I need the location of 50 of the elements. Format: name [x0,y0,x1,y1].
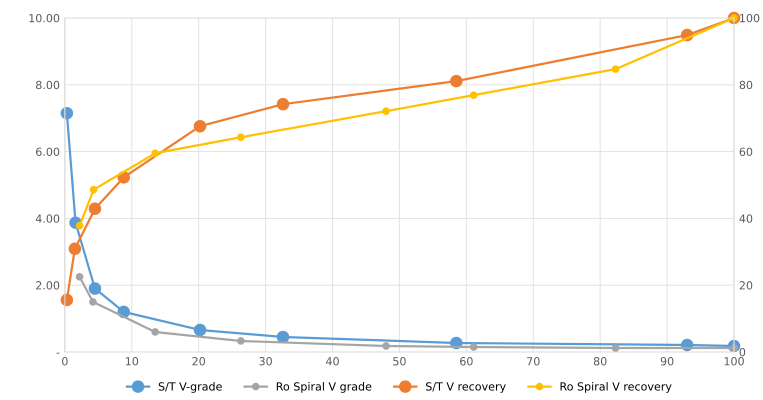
point [88,282,102,295]
y2-tick-label: 20 [740,281,752,290]
x-tick-label: 40 [326,357,339,366]
point [612,344,620,352]
point [89,298,97,306]
y2-tick-label: 60 [740,148,752,156]
y-tick-label: - [56,352,60,354]
legend-label: Ro Spiral V recovery [560,382,672,393]
point [194,324,206,336]
point [151,328,160,336]
point [382,342,390,350]
point [382,107,390,116]
y2-tick-label: 0 [740,348,746,356]
x-tick-label: 80 [594,357,607,366]
point [470,91,478,99]
x-tick-label: 30 [259,357,272,366]
point [450,74,463,88]
y-tick-label: 4.00 [36,214,60,223]
x-tick-label: 60 [460,357,473,366]
point [76,273,84,281]
y-tick-label: 2.00 [36,281,60,290]
y2-tick-label: 100 [740,14,760,22]
y-tick-label: 10.00 [29,14,60,22]
y-tick-label: 8.00 [36,80,60,90]
point [276,98,290,110]
point [76,222,84,230]
x-tick-label: 0 [62,357,68,366]
legend-label: S/T V recovery [426,382,506,393]
point [237,133,245,142]
x-tick-label: 100 [724,357,744,366]
point [90,186,98,194]
point [470,343,478,351]
y2-tick-label: 40 [739,214,752,223]
point [612,65,620,73]
x-tick-label: 10 [126,357,138,366]
x-tick-label: 90 [660,357,674,366]
y-tick-label: 6.00 [36,148,60,156]
point [60,106,74,120]
point [237,337,245,345]
point [151,149,160,158]
legend-label: Ro Spiral V grade [276,382,372,393]
point [194,120,206,132]
point [88,202,102,215]
x-tick-label: 20 [192,357,206,366]
x-tick-label: 70 [527,357,540,366]
point [60,294,74,306]
x-tick-label: 50 [393,357,406,366]
legend-label: S/T V-grade [158,382,222,393]
point [68,242,82,256]
y2-tick-label: 80 [740,80,752,90]
